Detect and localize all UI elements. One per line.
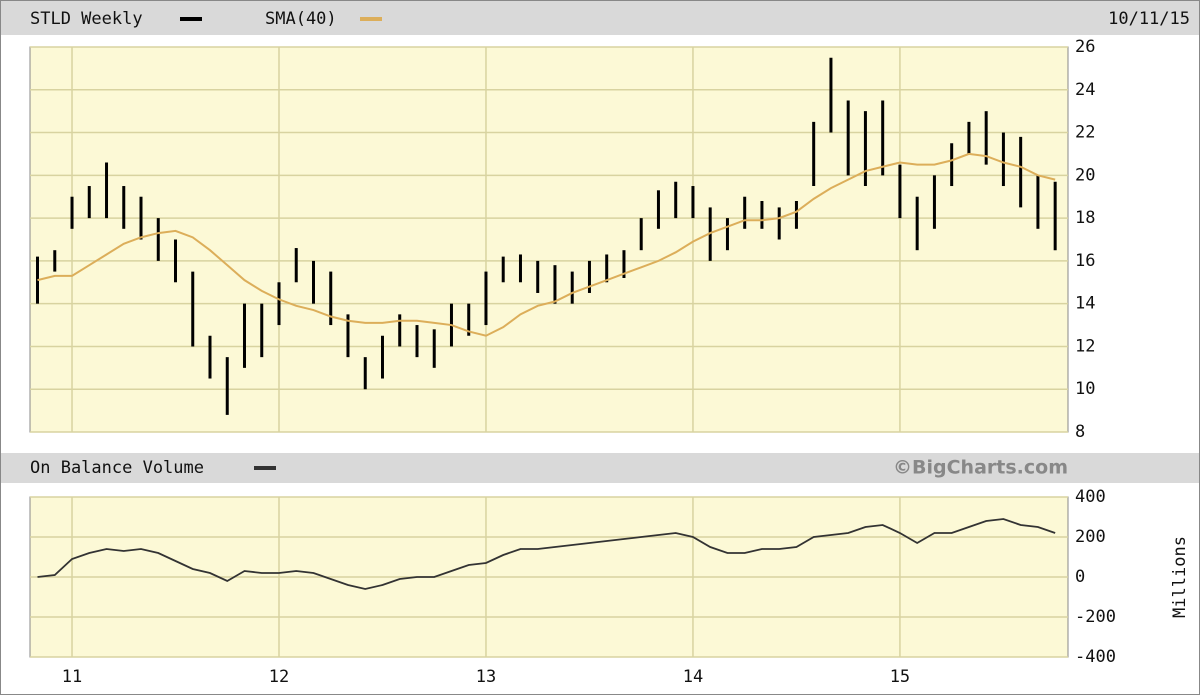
x-tick-label: 13 (476, 667, 496, 687)
y-tick-label: 18 (1075, 208, 1095, 228)
watermark: ©BigCharts.com (893, 457, 1068, 479)
obv-header (1, 453, 1199, 483)
x-tick-label: 15 (890, 667, 910, 687)
y-tick-label: 22 (1075, 123, 1095, 143)
chart-date: 10/11/15 (1108, 9, 1190, 29)
y-tick-label: 26 (1075, 37, 1095, 57)
series-line (37, 152, 1056, 337)
y-tick-label: 14 (1075, 294, 1095, 314)
x-tick-label: 12 (269, 667, 289, 687)
y-tick-label: 10 (1075, 379, 1095, 399)
legend-label: On Balance Volume (30, 458, 204, 478)
y-tick-label: 24 (1075, 80, 1095, 100)
y-tick-label: 20 (1075, 165, 1095, 185)
series-line (37, 518, 1056, 590)
y-tick-label: 16 (1075, 251, 1095, 271)
y-tick-label: 12 (1075, 336, 1095, 356)
y-tick-label: -400 (1075, 647, 1116, 667)
legend-label: STLD Weekly (30, 9, 143, 29)
y-tick-label: 400 (1075, 487, 1106, 507)
price-panel (29, 46, 1069, 433)
y-tick-label: -200 (1075, 607, 1116, 627)
y-tick-label: 0 (1075, 567, 1085, 587)
y-axis-label: Millions (1170, 536, 1190, 618)
y-tick-label: 8 (1075, 422, 1085, 442)
y-tick-label: 200 (1075, 527, 1106, 547)
legend-label: SMA(40) (265, 9, 337, 29)
x-tick-label: 11 (62, 667, 82, 687)
x-tick-label: 14 (683, 667, 703, 687)
